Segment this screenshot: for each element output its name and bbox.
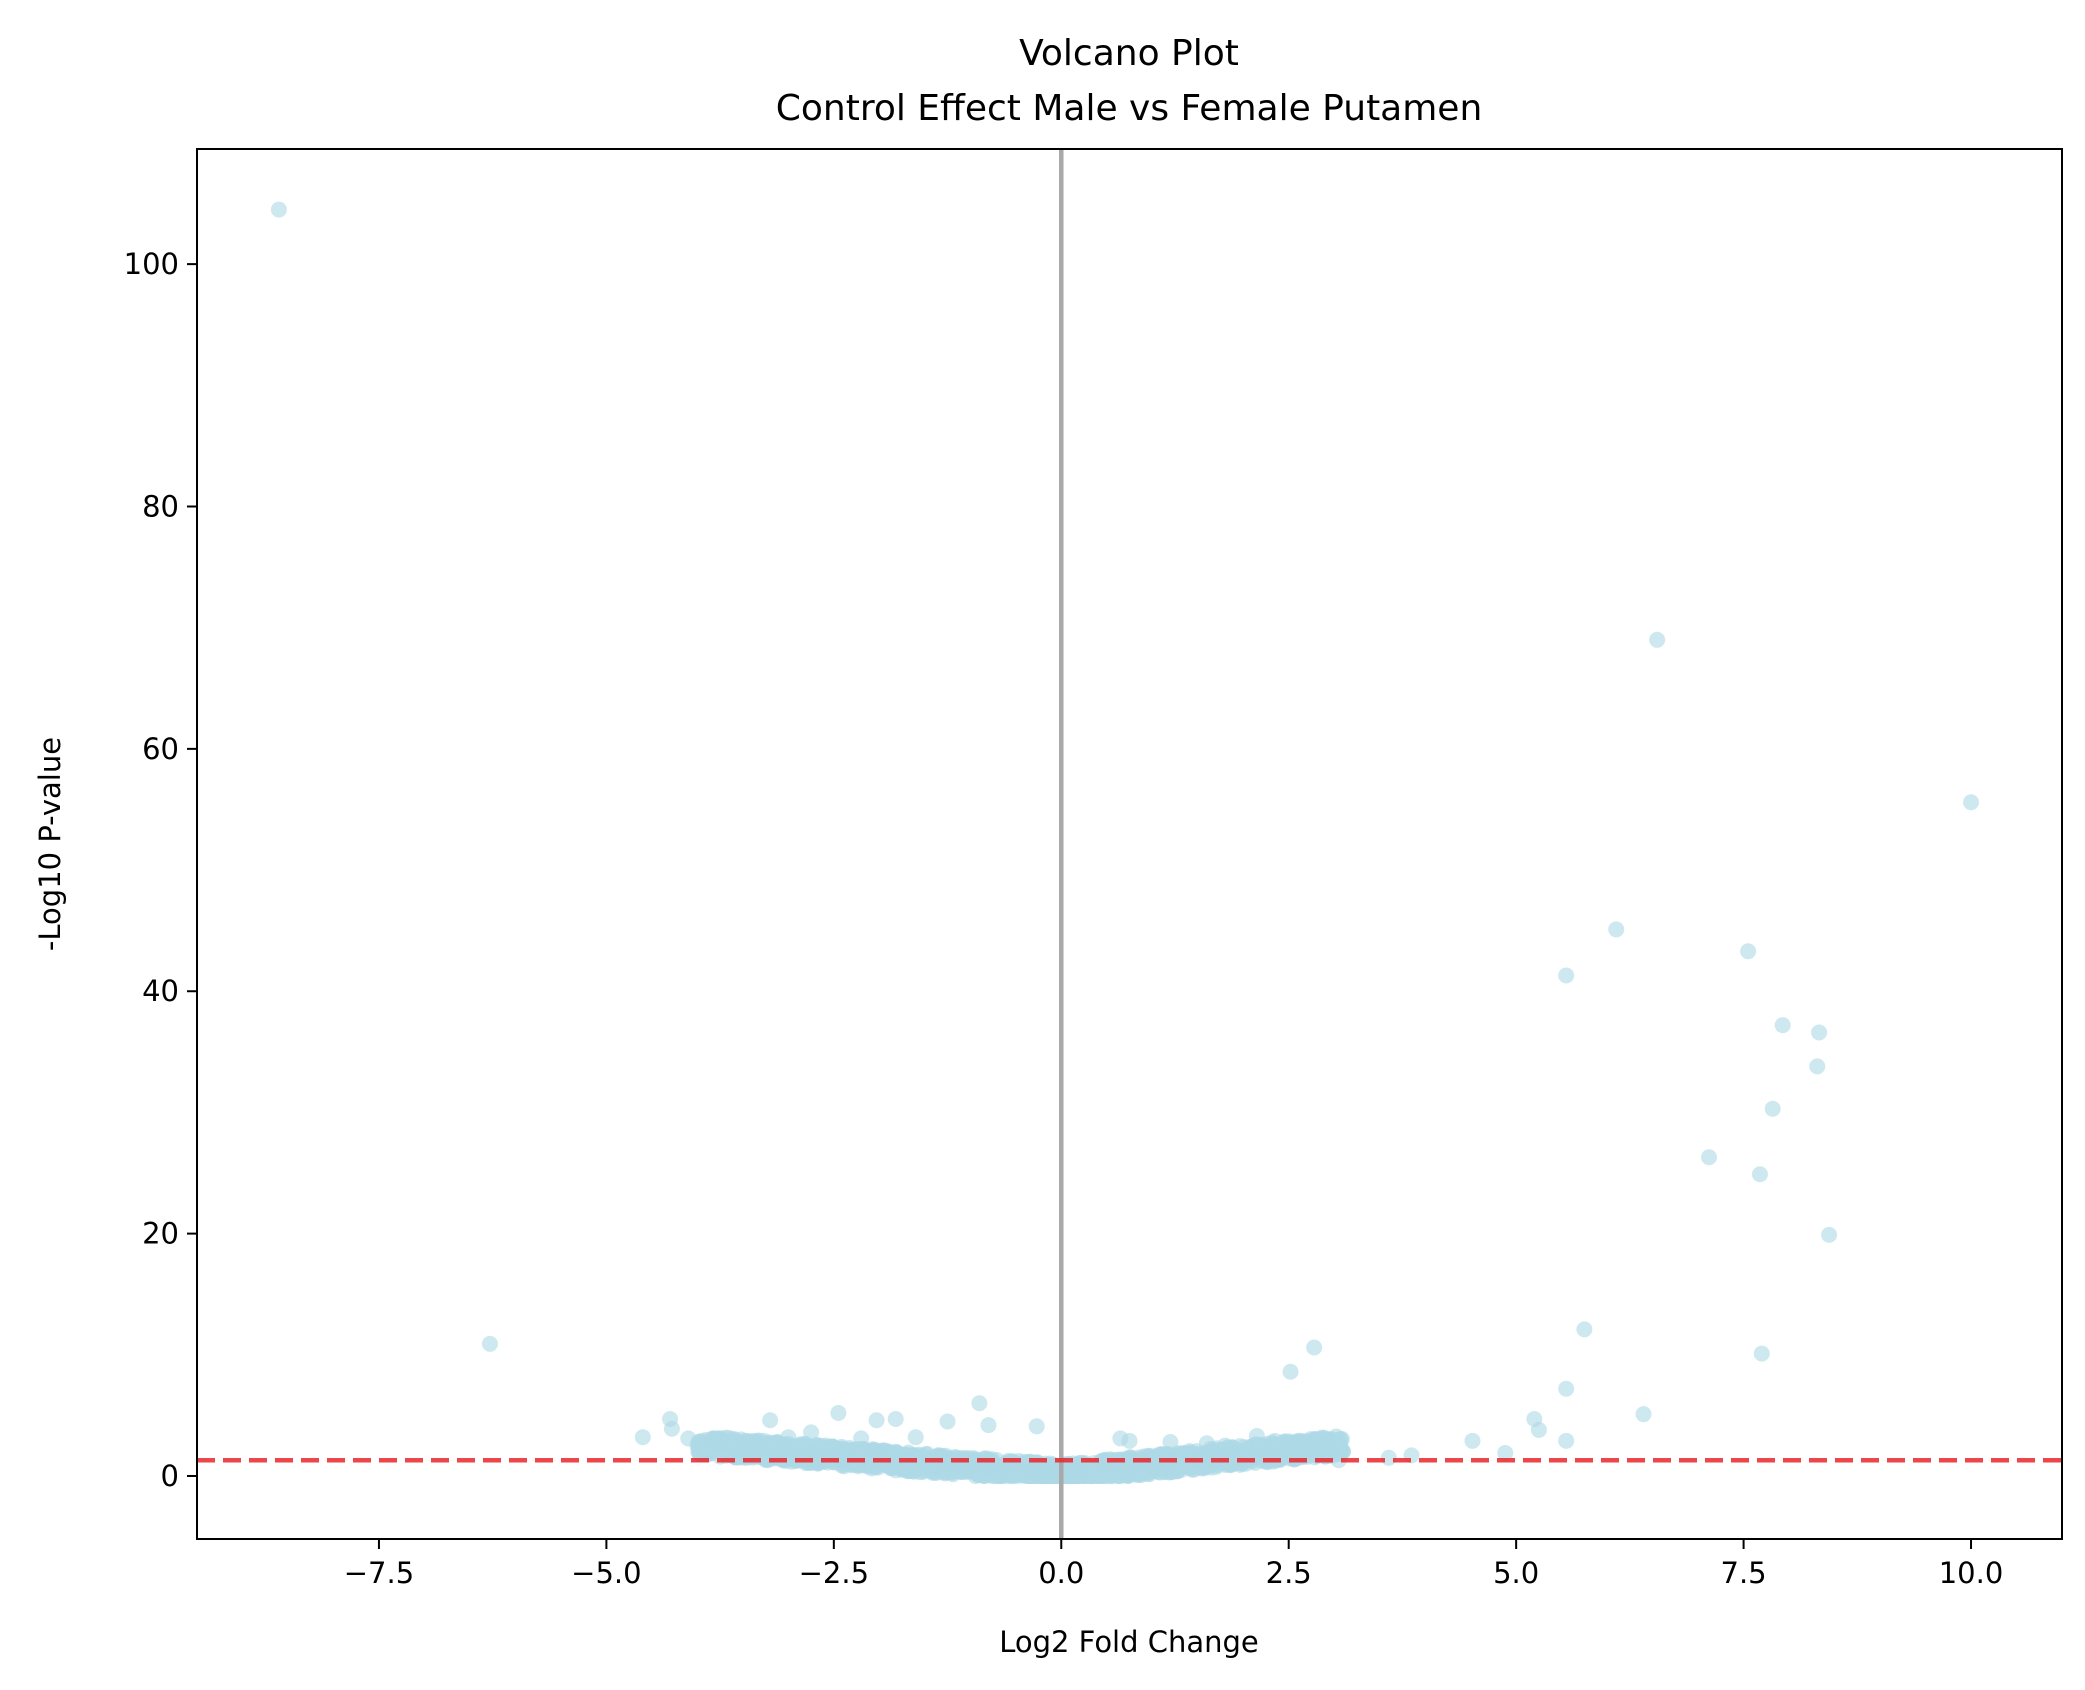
data-point [853,1430,870,1447]
data-point [1282,1363,1299,1380]
cluster-point [833,1438,850,1455]
data-point [868,1412,885,1429]
x-tick-label: 2.5 [1266,1556,1312,1590]
data-point [730,1440,747,1457]
data-point [1558,1380,1575,1397]
data-point [1121,1432,1138,1449]
data-point [762,1412,779,1429]
data-point [887,1411,904,1428]
data-point [1821,1226,1838,1243]
cluster-point [850,1448,867,1465]
data-point [780,1429,797,1446]
plot-frame [196,148,2063,1540]
data-point [1028,1418,1045,1435]
x-tick-label: 0.0 [1038,1556,1084,1590]
chart-title: Volcano Plot [1019,33,1239,74]
cluster-point [1005,1458,1022,1475]
data-point [1497,1444,1514,1461]
data-point [663,1420,680,1437]
scatter-points [270,201,1980,1469]
cluster-point [1063,1463,1080,1480]
cluster-point [946,1463,963,1480]
data-point [1740,943,1757,960]
data-point [1635,1406,1652,1423]
data-point [803,1424,820,1441]
x-tick-label: −5.0 [571,1556,641,1590]
y-tick-label: 60 [142,732,179,766]
y-axis: 0 20 40 60 80 100 [124,247,197,1493]
cluster-point [795,1443,812,1460]
data-point [1649,631,1666,648]
cluster-point [871,1454,888,1471]
data-point [980,1417,997,1434]
data-point [1530,1421,1547,1438]
data-point [1297,1443,1314,1460]
data-point [1248,1427,1265,1444]
data-point [1751,1166,1768,1183]
data-point [270,201,287,218]
data-point [1306,1339,1323,1356]
data-point [1198,1435,1215,1452]
data-point [1701,1149,1718,1166]
data-point [634,1429,651,1446]
y-tick-label: 0 [161,1459,179,1493]
data-point [1558,1432,1575,1449]
cluster-point [978,1467,995,1484]
cluster-point [932,1458,949,1475]
data-point [1809,1058,1826,1075]
cluster-point [1150,1464,1167,1481]
data-point [971,1395,988,1412]
cluster-point [1091,1467,1108,1484]
cluster-point [767,1435,784,1452]
data-point [830,1404,847,1421]
chart-subtitle: Control Effect Male vs Female Putamen [776,88,1483,129]
x-tick-label: −7.5 [344,1556,414,1590]
y-tick-label: 20 [142,1217,179,1251]
data-point [1774,1017,1791,1034]
cluster-point [1247,1449,1264,1466]
data-point [1811,1024,1828,1041]
data-point [1753,1345,1770,1362]
data-point [1464,1432,1481,1449]
data-point [680,1430,697,1447]
x-tick-label: 10.0 [1939,1556,2004,1590]
x-tick-label: −2.5 [799,1556,869,1590]
data-point [1380,1449,1397,1466]
cluster-point [1182,1458,1199,1475]
cluster-point [1023,1464,1040,1481]
data-point [939,1413,956,1430]
data-point [1558,967,1575,984]
x-axis-label: Log2 Fold Change [999,1625,1259,1659]
x-axis: −7.5 −5.0 −2.5 0.0 2.5 5.0 7.5 10.0 [344,1539,2004,1590]
cluster-point [821,1442,838,1459]
y-tick-label: 100 [124,247,179,281]
data-point [1576,1321,1593,1338]
data-point [1963,794,1980,811]
data-point [1764,1100,1781,1117]
x-tick-label: 5.0 [1493,1556,1539,1590]
y-axis-label: -Log10 P-value [33,737,67,951]
y-tick-label: 40 [142,974,179,1008]
y-tick-label: 80 [142,489,179,523]
data-point [481,1335,498,1352]
data-point [698,1436,715,1453]
data-point [907,1429,924,1446]
cluster-point [1040,1466,1057,1483]
data-point [1608,921,1625,938]
data-point [1267,1432,1284,1449]
data-point [1330,1452,1347,1469]
data-point [1217,1437,1234,1454]
data-point [1162,1434,1179,1451]
cluster-point [1115,1464,1132,1481]
x-tick-label: 7.5 [1721,1556,1767,1590]
